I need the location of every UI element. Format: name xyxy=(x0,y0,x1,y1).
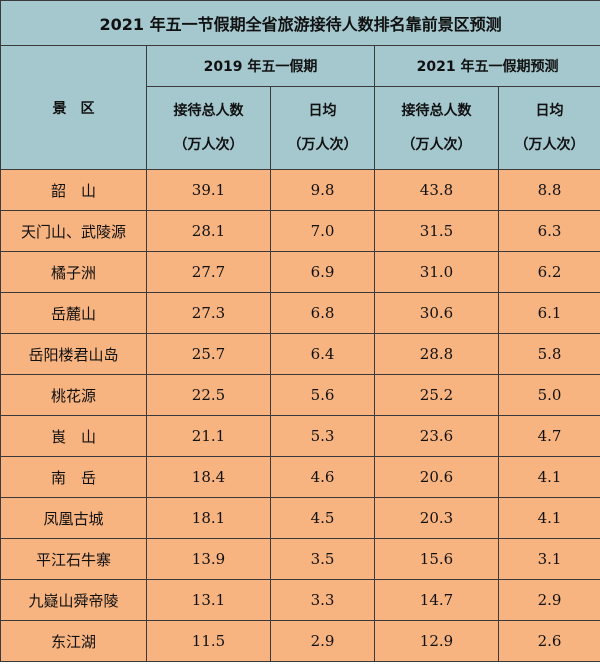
daily-2021-cell: 6.1 xyxy=(497,292,600,334)
daily-2019-cell: 6.4 xyxy=(270,333,375,375)
header-group-2019: 2019 年五一假期 xyxy=(146,45,375,87)
total-2019-cell: 18.4 xyxy=(146,456,271,498)
scenic-name-cell: 东江湖 xyxy=(0,620,147,662)
table-row: 岳阳楼君山岛 25.7 6.4 28.8 5.8 xyxy=(0,333,600,375)
header-daily-line1: 日均 xyxy=(308,103,337,119)
table-row: 崀 山 21.1 5.3 23.6 4.7 xyxy=(0,415,600,457)
daily-2021-cell: 4.7 xyxy=(497,415,600,457)
header-group-row: 景 区 2019 年五一假期 2021 年五一假期预测 xyxy=(0,45,600,170)
table-row: 南 岳 18.4 4.6 20.6 4.1 xyxy=(0,456,600,498)
total-2019-cell: 13.9 xyxy=(146,538,271,580)
header-total-line1: 接待总人数 xyxy=(401,103,472,119)
daily-2019-cell: 9.8 xyxy=(270,169,375,211)
scenic-name-cell: 凤凰古城 xyxy=(0,497,147,539)
scenic-name-cell: 天门山、武陵源 xyxy=(0,210,147,252)
daily-2019-cell: 5.6 xyxy=(270,374,375,416)
table-row: 平江石牛寨 13.9 3.5 15.6 3.1 xyxy=(0,538,600,580)
daily-2021-cell: 8.8 xyxy=(497,169,600,211)
table-row: 东江湖 11.5 2.9 12.9 2.6 xyxy=(0,620,600,662)
scenic-name-cell: 崀 山 xyxy=(0,415,147,457)
daily-2021-cell: 6.3 xyxy=(497,210,600,252)
total-2019-cell: 11.5 xyxy=(146,620,271,662)
daily-2019-cell: 3.5 xyxy=(270,538,375,580)
total-2021-cell: 31.0 xyxy=(374,251,499,293)
table-row: 桃花源 22.5 5.6 25.2 5.0 xyxy=(0,374,600,416)
header-total-line2: （万人次） xyxy=(173,137,244,153)
header-daily-line2: （万人次） xyxy=(287,137,358,153)
total-2021-cell: 20.6 xyxy=(374,456,499,498)
total-2021-cell: 43.8 xyxy=(374,169,499,211)
table-row: 九嶷山舜帝陵 13.1 3.3 14.7 2.9 xyxy=(0,579,600,621)
total-2021-cell: 30.6 xyxy=(374,292,499,334)
header-total-2019: 接待总人数 （万人次） xyxy=(146,86,271,170)
total-2019-cell: 28.1 xyxy=(146,210,271,252)
total-2019-cell: 25.7 xyxy=(146,333,271,375)
scenic-name-cell: 南 岳 xyxy=(0,456,147,498)
daily-2021-cell: 2.9 xyxy=(497,579,600,621)
header-total-2021: 接待总人数 （万人次） xyxy=(374,86,499,170)
daily-2019-cell: 6.8 xyxy=(270,292,375,334)
header-scenic: 景 区 xyxy=(0,45,147,170)
daily-2019-cell: 2.9 xyxy=(270,620,375,662)
header-daily-2019: 日均 （万人次） xyxy=(270,86,375,170)
scenic-name-cell: 平江石牛寨 xyxy=(0,538,147,580)
header-sub-row: 接待总人数 （万人次） 日均 （万人次） 接待总人数 （万人次） 日均 （万人次… xyxy=(1,86,600,170)
header-daily-line2: （万人次） xyxy=(514,137,585,153)
total-2021-cell: 28.8 xyxy=(374,333,499,375)
table-body: 韶 山 39.1 9.8 43.8 8.8 天门山、武陵源 28.1 7.0 31.5 6.3 橘子… xyxy=(0,169,600,662)
daily-2021-cell: 5.8 xyxy=(497,333,600,375)
total-2021-cell: 14.7 xyxy=(374,579,499,621)
header-daily-2021: 日均 （万人次） xyxy=(497,86,600,170)
daily-2021-cell: 4.1 xyxy=(497,456,600,498)
total-2019-cell: 22.5 xyxy=(146,374,271,416)
table-title: 2021 年五一节假期全省旅游接待人数排名靠前景区预测 xyxy=(0,0,600,46)
scenic-name-cell: 橘子洲 xyxy=(0,251,147,293)
daily-2019-cell: 5.3 xyxy=(270,415,375,457)
total-2021-cell: 20.3 xyxy=(374,497,499,539)
total-2021-cell: 12.9 xyxy=(374,620,499,662)
daily-2021-cell: 5.0 xyxy=(497,374,600,416)
header-total-line2: （万人次） xyxy=(401,137,472,153)
total-2019-cell: 18.1 xyxy=(146,497,271,539)
daily-2021-cell: 2.6 xyxy=(497,620,600,662)
table-row: 岳麓山 27.3 6.8 30.6 6.1 xyxy=(0,292,600,334)
header-daily-line1: 日均 xyxy=(535,103,564,119)
total-2019-cell: 27.7 xyxy=(146,251,271,293)
table-row: 韶 山 39.1 9.8 43.8 8.8 xyxy=(0,169,600,211)
daily-2019-cell: 6.9 xyxy=(270,251,375,293)
daily-2019-cell: 4.5 xyxy=(270,497,375,539)
title-row: 2021 年五一节假期全省旅游接待人数排名靠前景区预测 xyxy=(0,0,600,46)
daily-2021-cell: 6.2 xyxy=(497,251,600,293)
table-row: 橘子洲 27.7 6.9 31.0 6.2 xyxy=(0,251,600,293)
scenic-name-cell: 桃花源 xyxy=(0,374,147,416)
daily-2019-cell: 4.6 xyxy=(270,456,375,498)
daily-2019-cell: 7.0 xyxy=(270,210,375,252)
total-2021-cell: 23.6 xyxy=(374,415,499,457)
table-row: 天门山、武陵源 28.1 7.0 31.5 6.3 xyxy=(0,210,600,252)
total-2021-cell: 31.5 xyxy=(374,210,499,252)
total-2019-cell: 39.1 xyxy=(146,169,271,211)
header-group-2021: 2021 年五一假期预测 xyxy=(373,45,600,87)
header-total-line1: 接待总人数 xyxy=(173,103,244,119)
total-2019-cell: 13.1 xyxy=(146,579,271,621)
daily-2021-cell: 3.1 xyxy=(497,538,600,580)
scenic-name-cell: 岳麓山 xyxy=(0,292,147,334)
scenic-name-cell: 岳阳楼君山岛 xyxy=(0,333,147,375)
total-2019-cell: 27.3 xyxy=(146,292,271,334)
total-2021-cell: 15.6 xyxy=(374,538,499,580)
scenic-name-cell: 韶 山 xyxy=(0,169,147,211)
daily-2019-cell: 3.3 xyxy=(270,579,375,621)
table-row: 凤凰古城 18.1 4.5 20.3 4.1 xyxy=(0,497,600,539)
total-2021-cell: 25.2 xyxy=(374,374,499,416)
scenic-name-cell: 九嶷山舜帝陵 xyxy=(0,579,147,621)
total-2019-cell: 21.1 xyxy=(146,415,271,457)
daily-2021-cell: 4.1 xyxy=(497,497,600,539)
